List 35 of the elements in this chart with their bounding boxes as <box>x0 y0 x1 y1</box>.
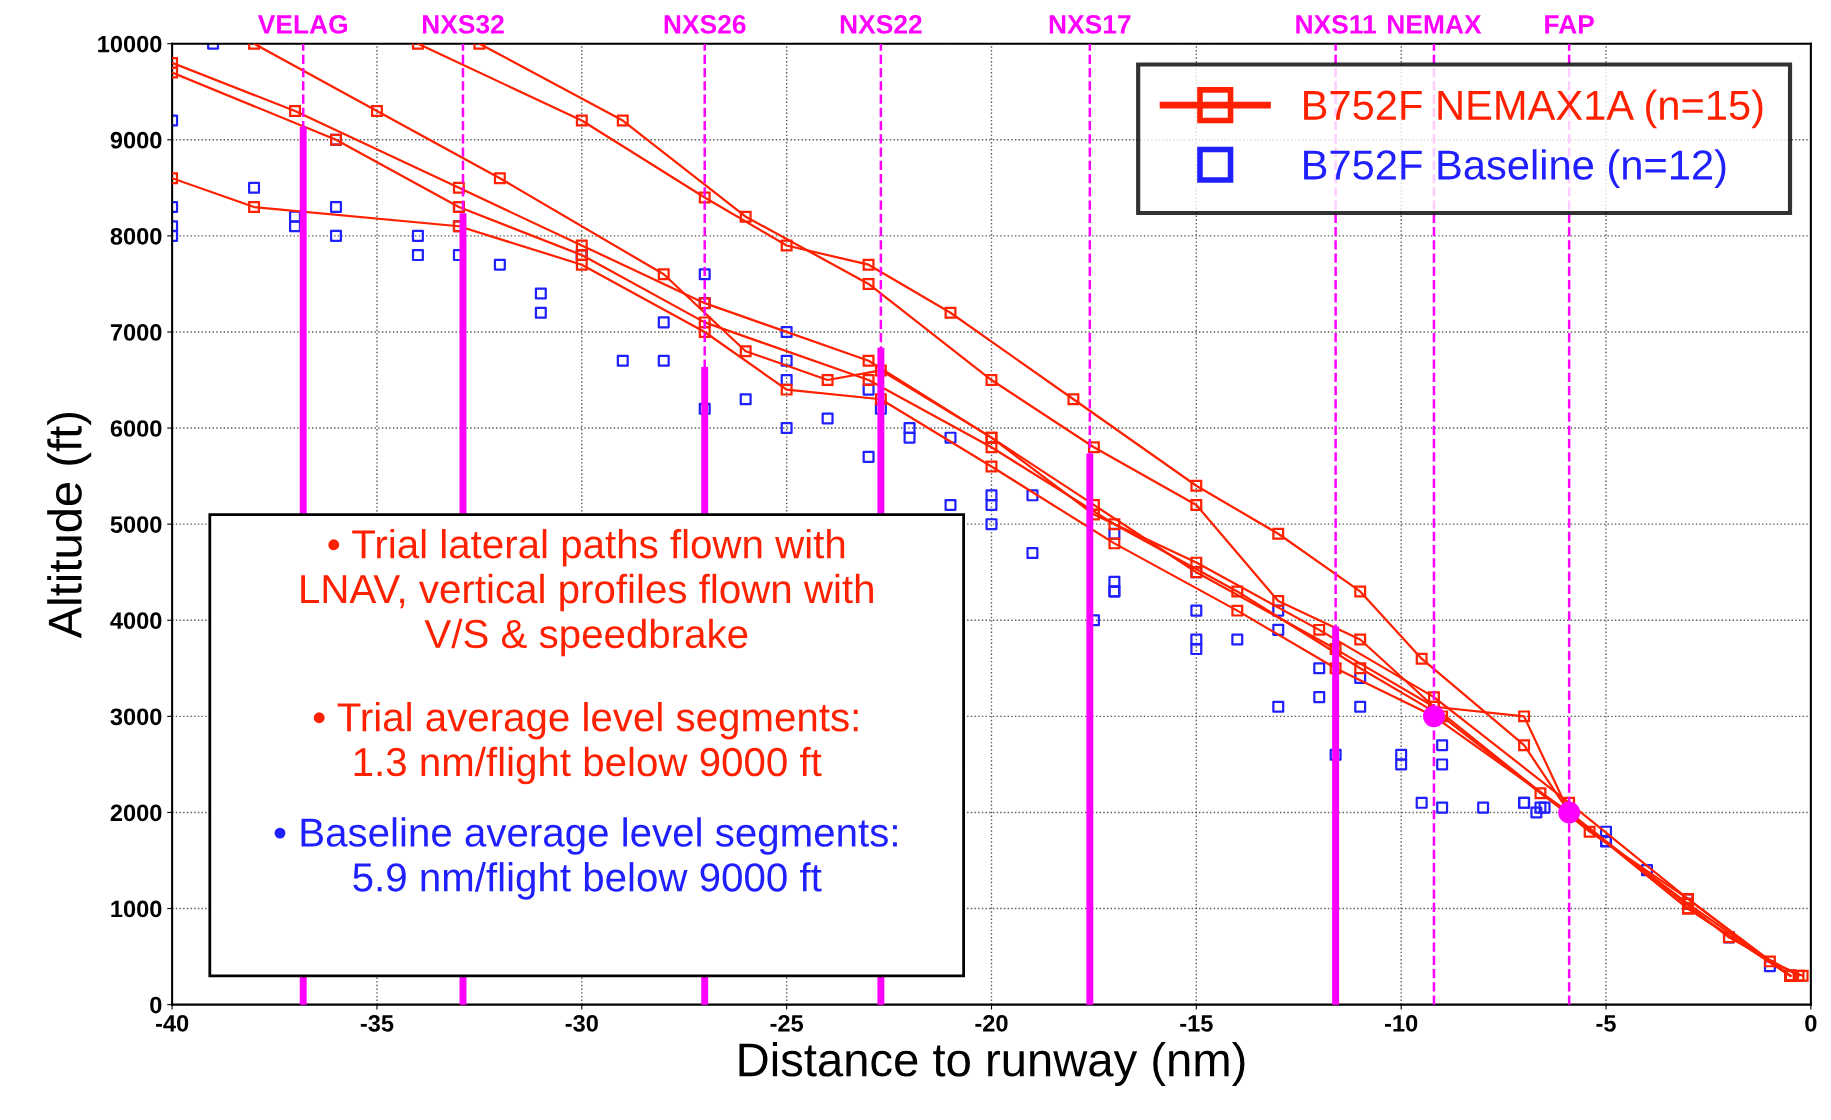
ref-line-label: NXS22 <box>840 14 922 34</box>
x-tick-label: -35 <box>360 1014 394 1032</box>
x-tick-label: 0 <box>1805 1014 1817 1032</box>
x-tick-label: -40 <box>155 1014 189 1032</box>
x-tick-label: -25 <box>770 1014 804 1032</box>
legend-label: B752F Baseline (n=12) <box>1304 149 1726 189</box>
ref-line-label: NXS17 <box>1049 14 1131 34</box>
ref-line-label: FAP <box>1545 15 1594 34</box>
x-tick-label: -5 <box>1596 1015 1616 1032</box>
y-tick-label: 5000 <box>110 516 162 533</box>
y-tick-label: 9000 <box>110 131 162 149</box>
x-tick-label: -20 <box>975 1014 1008 1032</box>
y-tick-label: 6000 <box>110 420 162 437</box>
ref-line-label: NXS26 <box>664 14 746 34</box>
y-tick-label: 3000 <box>110 708 162 726</box>
y-tick-label: 1000 <box>111 900 162 918</box>
legend-label: B752F NEMAX1A (n=15) <box>1304 89 1763 129</box>
x-tick-label: -10 <box>1385 1014 1418 1032</box>
x-tick-label: -30 <box>565 1014 598 1032</box>
y-tick-label: 10000 <box>98 35 162 53</box>
y-tick-label: 7000 <box>110 324 162 341</box>
ref-line-label: NXS11 <box>1296 14 1376 34</box>
ref-line-label: VELAG <box>257 14 348 34</box>
x-tick-label: -15 <box>1180 1015 1213 1032</box>
y-tick-label: 4000 <box>110 612 162 630</box>
y-tick-label: 8000 <box>110 227 162 245</box>
y-tick-label: 2000 <box>110 804 162 822</box>
ref-line-label: NEMAX <box>1388 15 1482 34</box>
y-tick-label: 0 <box>150 996 162 1014</box>
annotation: • Trial lateral paths flown with LNAV, vertical profiles flown with V/S & speedbrake <box>301 528 873 657</box>
x-axis-title: Distance to runway (nm) <box>739 1041 1245 1086</box>
annotation: • Trial average level segments: 1.3 nm/flight below 9000 ft <box>313 701 858 785</box>
annotation: • Baseline average level segments: 5.9 nm/flight below 9000 ft <box>274 817 897 900</box>
ref-line-label: NXS32 <box>422 14 504 34</box>
y-axis-title: Altitude (ft) <box>47 412 92 639</box>
